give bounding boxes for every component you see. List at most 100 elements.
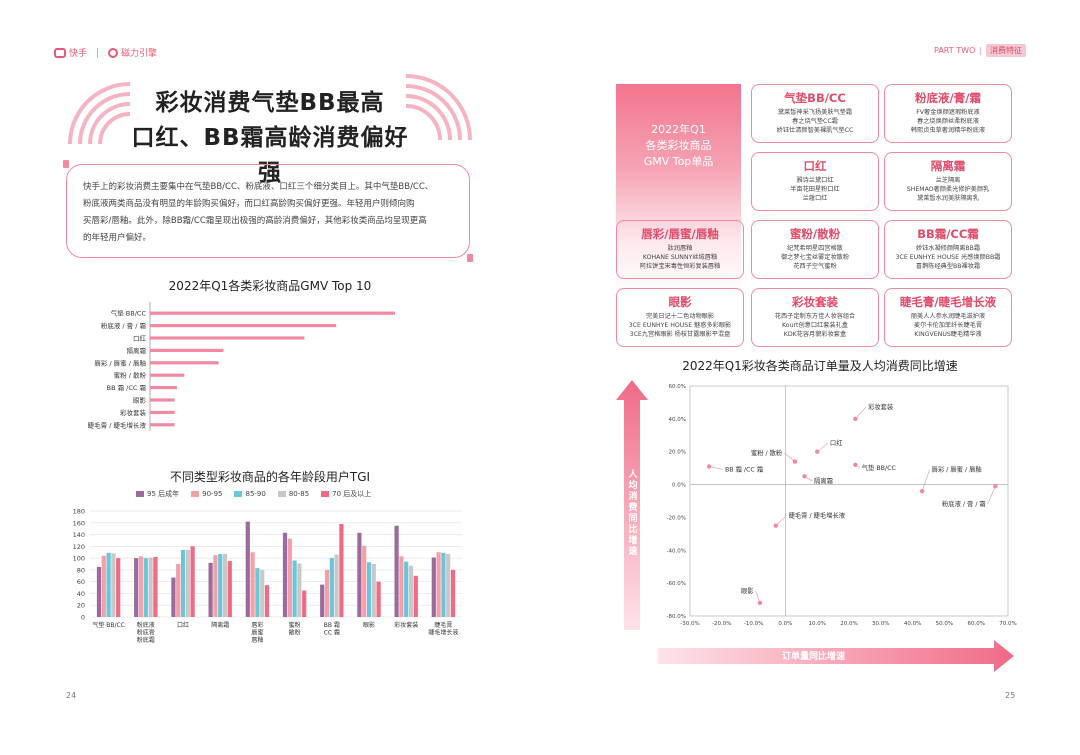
- tgi-category-label: 粉底液: [137, 621, 155, 629]
- scatter-x-tick: 10.0%: [808, 621, 825, 627]
- tgi-bar: [287, 538, 292, 617]
- tgi-y-tick: 180: [73, 508, 85, 516]
- tgi-bar: [413, 575, 418, 617]
- scatter-x-tick: 0.0%: [778, 621, 792, 627]
- scatter-x-tick: 20.0%: [840, 621, 857, 627]
- scatter-point: [993, 484, 998, 489]
- scatter-y-tick: 40.0%: [669, 417, 686, 423]
- tgi-bar: [264, 585, 270, 617]
- category-card-item: 喜鹊陈经典型BB裸妆霜: [915, 263, 981, 270]
- category-card-item: 麦尔卡伦加菲纤长睫毛膏: [913, 322, 983, 329]
- gmv-category-label: 蜜粉 / 散粉: [114, 371, 147, 380]
- gmv-bar: [150, 423, 175, 427]
- kuaishou-logo-icon: [54, 47, 66, 58]
- section-chip: 消费特征: [986, 44, 1026, 57]
- intro-line: 粉底液两类商品没有明显的年龄购买偏好，而口红高龄购买偏好更强。年轻用户则倾向购: [83, 199, 415, 209]
- intro-line: 快手上的彩妆消费主要集中在气垫BB/CC、粉底液、口红三个细分类目上。其中气垫B…: [83, 182, 434, 192]
- scatter-x-tick: 30.0%: [872, 621, 889, 627]
- scatter-x-tick: -20.0%: [712, 621, 731, 627]
- tgi-y-tick: 120: [73, 543, 85, 551]
- brand-logos: 快手 磁力引擎: [54, 46, 157, 59]
- category-card-item: 娇钰水凝修颜隔离BB霜: [915, 245, 981, 252]
- scatter-point: [757, 600, 763, 606]
- tgi-bar: [148, 557, 153, 617]
- tgi-bar: [176, 564, 181, 617]
- scatter-leader-line: [855, 406, 867, 420]
- category-card-item: 阿拉饼宝宋毒性恒彩复装唇釉: [639, 263, 721, 270]
- gmv-bar: [150, 324, 337, 328]
- section-header: PART TWO | 消费特征: [934, 44, 1026, 57]
- legend-swatch: [277, 491, 286, 497]
- category-card-item: 完美日记十二色动物眼影: [645, 313, 715, 320]
- category-card-item: 花西子定制东方佳人妆容组合: [774, 313, 856, 320]
- scatter-point-label: 口红: [830, 438, 843, 447]
- tgi-bar: [111, 553, 116, 617]
- tgi-bar: [153, 556, 158, 617]
- scatter-y-tick: -80.0%: [667, 614, 686, 620]
- category-card-item: SHEMAO奢颜柔光修护美颜乳: [906, 186, 990, 193]
- category-card-title: 睫毛膏/睫毛增长液: [899, 295, 997, 309]
- gmv-top-items-box: 2022年Q1 各类彩妆商品 GMV Top单品: [616, 84, 741, 294]
- category-card-item: 兰芝隔离: [935, 177, 961, 184]
- scatter-point: [773, 523, 779, 528]
- category-card-item: 春之烧焕颜丝柔粉底液: [917, 118, 979, 125]
- scatter-y-tick: 60.0%: [669, 384, 686, 390]
- tgi-bar: [227, 561, 232, 617]
- intro-line: 买唇彩/唇釉。此外，除BB霜/CC霜呈现出极强的高龄消费偏好，其他彩妆类商品均呈…: [83, 216, 427, 226]
- corner-dot-icon: [63, 160, 69, 168]
- page-title: 彩妆消费气垫BB最高 口红、BB霜高龄消费偏好强: [120, 86, 420, 191]
- tgi-bar: [362, 545, 367, 617]
- gmv-category-label: 彩妆套装: [120, 408, 147, 417]
- category-card-item: 半亩花田星粉口红: [790, 186, 840, 193]
- y-axis-title: 人均消费同比增速: [628, 470, 638, 557]
- category-card-item: 黛莱皙神采飞扬美肤气垫霜: [777, 109, 853, 116]
- category-card-item: 春之烧气垫CC霜: [792, 118, 838, 125]
- tgi-bar: [213, 555, 218, 617]
- tgi-category-label: 眼影: [363, 621, 375, 629]
- tgi-bar: [376, 581, 381, 617]
- category-card-item: 肽润唇釉: [667, 245, 693, 252]
- scatter-point-label: BB 霜 /CC 霜: [725, 465, 763, 473]
- tgi-category-label: 睫毛膏: [434, 621, 452, 629]
- tgi-category-label: 唇彩: [251, 621, 263, 629]
- scatter-point: [919, 488, 925, 494]
- gmv-bar: [150, 410, 175, 414]
- decorative-arcs-left: [68, 82, 130, 144]
- tgi-category-label: 唇蜜: [251, 629, 263, 637]
- legend-label: 80-85: [288, 490, 310, 498]
- tgi-y-tick: 160: [73, 519, 85, 527]
- scatter-leader-line: [784, 452, 796, 462]
- tgi-y-tick: 60: [77, 578, 85, 586]
- tgi-bar: [450, 569, 456, 617]
- legend-label: 85-90: [245, 490, 266, 498]
- kuaishou-logo: 快手: [54, 46, 87, 59]
- tgi-category-label: 口红: [177, 621, 189, 629]
- category-card: 隔离霜 兰芝隔离 SHEMAO奢颜柔光修护美颜乳 黛莱皙水润美肤隔离乳: [884, 152, 1012, 211]
- tgi-y-tick: 100: [73, 555, 85, 563]
- category-card-item: 黛莱皙水润美肤隔离乳: [917, 195, 979, 202]
- tgi-bar: [208, 562, 213, 617]
- scatter-leader-line: [987, 486, 996, 505]
- category-card-item: 丽美人人参水润睫毛滋护液: [910, 313, 986, 320]
- category-card: BB霜/CC霜 娇钰水凝修颜隔离BB霜 3CE EUNHYE HOUSE 光感焕颜B…: [884, 220, 1012, 279]
- scatter-x-tick: 50.0%: [936, 621, 953, 627]
- logo-divider: [97, 47, 99, 58]
- legend-label: 70 后及以上: [332, 490, 372, 498]
- tgi-bar: [441, 552, 446, 617]
- age-tgi-bar-chart: 0 20 40 60 80 100 120 140 160 180 气垫 BB/CC 粉底液粉底膏粉底…: [73, 508, 462, 644]
- category-card-item: 雅诗兰黛口红: [796, 177, 834, 184]
- legend-label: 95 后成年: [147, 490, 180, 498]
- tgi-category-label: 粉底霜: [137, 636, 155, 644]
- tgi-y-tick: 20: [77, 602, 85, 610]
- gmv-category-label: 唇彩 / 唇蜜 / 唇釉: [94, 358, 146, 367]
- legend-item: 80-85: [277, 489, 310, 499]
- scatter-point-label: 粉底液 / 膏 / 霜: [942, 499, 986, 508]
- intro-line: 的年轻用户偏好。: [83, 233, 152, 243]
- category-card-item: 3CE九宫格眼影 杨枝甘露眼影平混盘: [629, 331, 731, 338]
- kuaishou-logo-text: 快手: [69, 49, 88, 59]
- category-card: 彩妆套装 花西子定制东方佳人妆容组合 Kourt创意口红套装礼盒 KDK花容月貌彩妆套…: [751, 288, 879, 347]
- tgi-bar: [297, 563, 302, 617]
- scatter-leader-line: [775, 515, 787, 526]
- category-card-title: 唇彩/唇蜜/唇釉: [641, 227, 719, 241]
